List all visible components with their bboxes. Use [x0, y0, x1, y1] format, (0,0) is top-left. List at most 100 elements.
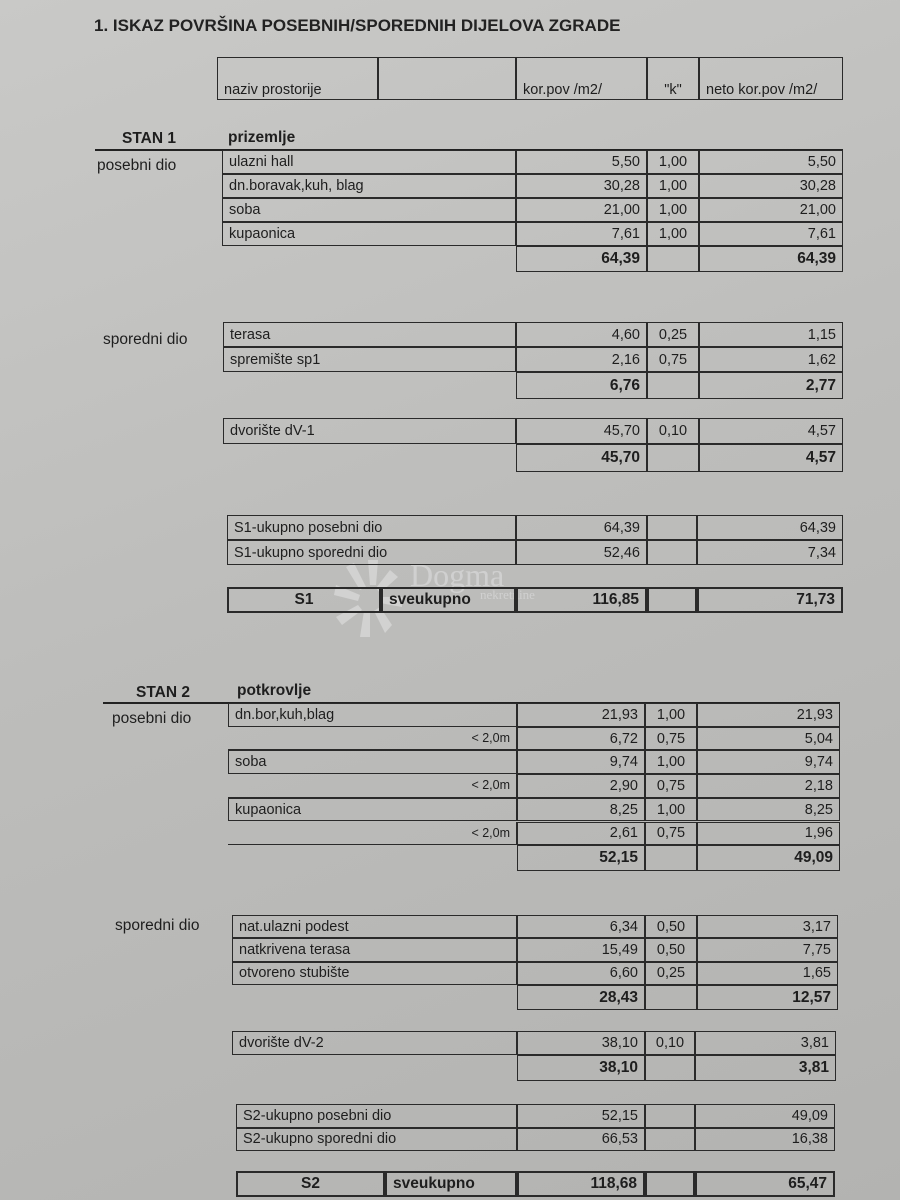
kor-pov-value: 38,10 — [517, 1031, 645, 1055]
total-k — [647, 372, 699, 399]
k-factor-value: 1,00 — [647, 198, 699, 222]
k-factor-value: 0,10 — [645, 1031, 695, 1055]
row-label: dn.boravak,kuh, blag — [222, 174, 516, 198]
neto-value: 4,57 — [699, 418, 843, 444]
document-title: 1. ISKAZ POVRŠINA POSEBNIH/SPOREDNIH DIJ… — [94, 16, 621, 35]
kor-pov-value: 64,39 — [516, 515, 647, 540]
k-factor-value: 0,75 — [645, 726, 697, 751]
grand-total-kor-pov: 118,68 — [517, 1171, 645, 1197]
kor-pov-value: 30,28 — [516, 174, 647, 198]
stan2-sporedni-label: sporedni dio — [115, 917, 200, 934]
k-factor-value — [647, 540, 697, 565]
neto-value: 30,28 — [699, 174, 843, 198]
neto-value: 8,25 — [697, 797, 840, 822]
stan1-posebni-label: posebni dio — [97, 157, 177, 174]
kor-pov-value: 21,00 — [516, 198, 647, 222]
row-label: S2-ukupno sporedni dio — [236, 1127, 517, 1151]
neto-value: 21,00 — [699, 198, 843, 222]
row-label: soba — [228, 750, 517, 775]
k-factor-value — [645, 1104, 695, 1128]
neto-value: 5,50 — [699, 150, 843, 174]
row-label: < 2,0m — [228, 726, 517, 751]
neto-value: 3,81 — [695, 1031, 836, 1055]
grand-total-k — [647, 587, 697, 613]
stan1-title: STAN 1 — [122, 130, 176, 147]
row-label: nat.ulazni podest — [232, 915, 517, 939]
k-factor-value — [647, 515, 697, 540]
total-neto: 3,81 — [695, 1055, 836, 1081]
row-label: dvorište dV-1 — [223, 418, 516, 444]
total-neto: 4,57 — [699, 444, 843, 472]
k-factor-value: 1,00 — [645, 703, 697, 727]
grand-total-k — [645, 1171, 695, 1197]
neto-value: 1,62 — [699, 347, 843, 372]
kor-pov-value: 2,61 — [517, 821, 645, 846]
total-neto: 49,09 — [697, 845, 840, 871]
stan1-floor: prizemlje — [228, 129, 296, 146]
k-factor-value: 0,75 — [645, 821, 697, 846]
total-kor-pov: 52,15 — [517, 845, 645, 871]
kor-pov-value: 66,53 — [517, 1127, 645, 1151]
row-label: spremište sp1 — [223, 347, 516, 372]
neto-value: 64,39 — [697, 515, 843, 540]
k-factor-value: 0,75 — [647, 347, 699, 372]
neto-value: 1,96 — [697, 821, 840, 846]
kor-pov-value: 8,25 — [517, 797, 645, 822]
neto-value: 1,65 — [697, 961, 838, 985]
k-factor-value: 0,50 — [645, 915, 697, 939]
row-label: dn.bor,kuh,blag — [228, 703, 517, 727]
grand-total-neto: 71,73 — [697, 587, 843, 613]
header-kor: kor.pov /m2/ — [516, 57, 647, 100]
neto-value: 16,38 — [695, 1127, 835, 1151]
neto-value: 3,17 — [697, 915, 838, 939]
stan2-title: STAN 2 — [136, 684, 190, 701]
k-factor-value: 0,75 — [645, 774, 697, 798]
total-neto: 64,39 — [699, 246, 843, 272]
neto-value: 2,18 — [697, 774, 840, 798]
k-factor-value: 1,00 — [645, 797, 697, 822]
kor-pov-value: 2,16 — [516, 347, 647, 372]
k-factor-value: 1,00 — [647, 222, 699, 246]
kor-pov-value: 2,90 — [517, 774, 645, 798]
k-factor-value: 0,10 — [647, 418, 699, 444]
row-label: S1-ukupno sporedni dio — [227, 540, 516, 565]
total-k — [645, 845, 697, 871]
stan1-sporedni-label: sporedni dio — [103, 331, 188, 348]
row-label: kupaonica — [228, 797, 517, 822]
grand-total-label: S1 — [227, 587, 381, 613]
neto-value: 7,61 — [699, 222, 843, 246]
neto-value: 7,75 — [697, 938, 838, 962]
total-kor-pov: 38,10 — [517, 1055, 645, 1081]
row-label: < 2,0m — [228, 774, 517, 798]
kor-pov-value: 5,50 — [516, 150, 647, 174]
neto-value: 49,09 — [695, 1104, 835, 1128]
row-label: S1-ukupno posebni dio — [227, 515, 516, 540]
kor-pov-value: 7,61 — [516, 222, 647, 246]
k-factor-value: 0,25 — [647, 322, 699, 347]
neto-value: 9,74 — [697, 750, 840, 775]
stan2-floor: potkrovlje — [237, 682, 312, 699]
total-k — [647, 444, 699, 472]
total-neto: 2,77 — [699, 372, 843, 399]
kor-pov-value: 6,60 — [517, 961, 645, 985]
kor-pov-value: 52,15 — [517, 1104, 645, 1128]
kor-pov-value: 6,34 — [517, 915, 645, 939]
k-factor-value: 1,00 — [647, 150, 699, 174]
kor-pov-value: 45,70 — [516, 418, 647, 444]
grand-total-kor-pov: 116,85 — [516, 587, 647, 613]
k-factor-value: 1,00 — [647, 174, 699, 198]
total-kor-pov: 6,76 — [516, 372, 647, 399]
row-label: S2-ukupno posebni dio — [236, 1104, 517, 1128]
kor-pov-value: 52,46 — [516, 540, 647, 565]
total-kor-pov: 64,39 — [516, 246, 647, 272]
stan2-posebni-label: posebni dio — [112, 710, 192, 727]
k-factor-value — [645, 1127, 695, 1151]
header-blank — [378, 57, 516, 100]
header-k: "k" — [647, 57, 699, 100]
row-label: kupaonica — [222, 222, 516, 246]
kor-pov-value: 15,49 — [517, 938, 645, 962]
kor-pov-value: 6,72 — [517, 726, 645, 751]
row-label: ulazni hall — [222, 150, 516, 174]
total-kor-pov: 45,70 — [516, 444, 647, 472]
neto-value: 7,34 — [697, 540, 843, 565]
